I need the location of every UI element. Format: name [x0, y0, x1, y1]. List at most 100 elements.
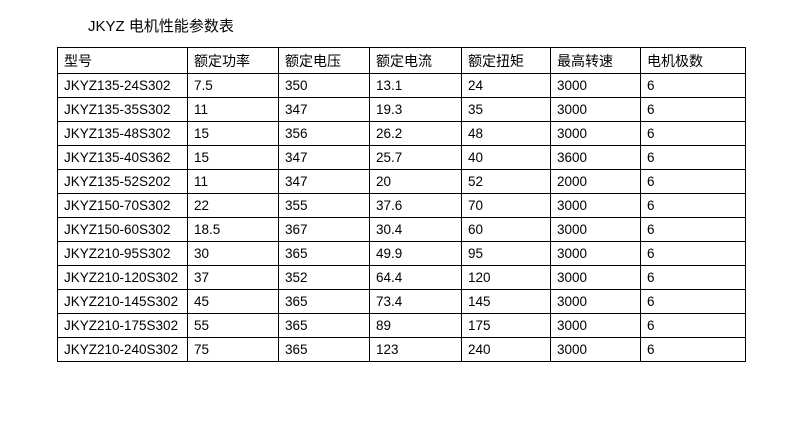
table-row: JKYZ210-240S302 75 365 123 240 3000 6	[57, 337, 746, 362]
column-header-model: 型号	[57, 47, 188, 74]
cell-pole-count: 6	[640, 97, 746, 122]
cell-rated-torque: 52	[461, 169, 551, 194]
cell-rated-torque: 240	[461, 337, 551, 362]
cell-rated-current: 89	[369, 313, 462, 338]
cell-rated-power: 37	[187, 265, 279, 290]
cell-model: JKYZ135-48S302	[57, 121, 188, 146]
cell-max-speed: 3000	[550, 289, 641, 314]
cell-rated-voltage: 352	[278, 265, 370, 290]
cell-rated-power: 7.5	[187, 73, 279, 98]
cell-rated-current: 19.3	[369, 97, 462, 122]
cell-rated-current: 37.6	[369, 193, 462, 218]
cell-pole-count: 6	[640, 169, 746, 194]
cell-model: JKYZ135-52S202	[57, 169, 188, 194]
page-title: JKYZ 电机性能参数表	[88, 18, 234, 35]
cell-model: JKYZ135-24S302	[57, 73, 188, 98]
cell-max-speed: 3000	[550, 313, 641, 338]
cell-rated-voltage: 365	[278, 313, 370, 338]
table-row: JKYZ150-60S302 18.5 367 30.4 60 3000 6	[57, 217, 746, 242]
cell-rated-current: 64.4	[369, 265, 462, 290]
cell-rated-power: 18.5	[187, 217, 279, 242]
cell-rated-voltage: 347	[278, 145, 370, 170]
table-row: JKYZ210-175S302 55 365 89 175 3000 6	[57, 313, 746, 338]
cell-max-speed: 3000	[550, 241, 641, 266]
cell-rated-torque: 35	[461, 97, 551, 122]
cell-max-speed: 3600	[550, 145, 641, 170]
cell-rated-power: 75	[187, 337, 279, 362]
cell-rated-voltage: 365	[278, 289, 370, 314]
cell-rated-power: 15	[187, 121, 279, 146]
cell-pole-count: 6	[640, 217, 746, 242]
cell-rated-power: 45	[187, 289, 279, 314]
cell-rated-voltage: 350	[278, 73, 370, 98]
cell-rated-torque: 120	[461, 265, 551, 290]
cell-rated-voltage: 355	[278, 193, 370, 218]
cell-pole-count: 6	[640, 313, 746, 338]
cell-rated-torque: 24	[461, 73, 551, 98]
cell-pole-count: 6	[640, 289, 746, 314]
cell-model: JKYZ210-175S302	[57, 313, 188, 338]
cell-model: JKYZ135-35S302	[57, 97, 188, 122]
cell-rated-power: 22	[187, 193, 279, 218]
column-header-pole-count: 电机极数	[640, 47, 746, 74]
column-header-rated-current: 额定电流	[369, 47, 462, 74]
cell-max-speed: 3000	[550, 337, 641, 362]
table-row: JKYZ135-40S362 15 347 25.7 40 3600 6	[57, 145, 746, 170]
header-row: 型号 额定功率 额定电压 额定电流 额定扭矩 最高转速 电机极数	[57, 47, 746, 74]
table-row: JKYZ135-52S202 11 347 20 52 2000 6	[57, 169, 746, 194]
cell-rated-power: 30	[187, 241, 279, 266]
cell-model: JKYZ150-70S302	[57, 193, 188, 218]
cell-rated-voltage: 347	[278, 169, 370, 194]
cell-model: JKYZ150-60S302	[57, 217, 188, 242]
cell-max-speed: 3000	[550, 121, 641, 146]
column-header-rated-torque: 额定扭矩	[461, 47, 551, 74]
column-header-max-speed: 最高转速	[550, 47, 641, 74]
cell-rated-torque: 40	[461, 145, 551, 170]
cell-rated-power: 15	[187, 145, 279, 170]
column-header-rated-voltage: 额定电压	[278, 47, 370, 74]
cell-rated-current: 13.1	[369, 73, 462, 98]
cell-rated-torque: 145	[461, 289, 551, 314]
cell-pole-count: 6	[640, 265, 746, 290]
cell-pole-count: 6	[640, 121, 746, 146]
cell-rated-current: 26.2	[369, 121, 462, 146]
motor-parameter-table: 型号 额定功率 额定电压 额定电流 额定扭矩 最高转速 电机极数 JKYZ135…	[57, 47, 746, 362]
cell-max-speed: 2000	[550, 169, 641, 194]
table-row: JKYZ150-70S302 22 355 37.6 70 3000 6	[57, 193, 746, 218]
cell-rated-torque: 175	[461, 313, 551, 338]
cell-rated-current: 20	[369, 169, 462, 194]
cell-rated-voltage: 365	[278, 241, 370, 266]
table-row: JKYZ210-145S302 45 365 73.4 145 3000 6	[57, 289, 746, 314]
cell-rated-voltage: 356	[278, 121, 370, 146]
cell-rated-voltage: 365	[278, 337, 370, 362]
cell-max-speed: 3000	[550, 217, 641, 242]
cell-rated-current: 25.7	[369, 145, 462, 170]
cell-model: JKYZ210-145S302	[57, 289, 188, 314]
cell-max-speed: 3000	[550, 265, 641, 290]
cell-rated-power: 55	[187, 313, 279, 338]
cell-max-speed: 3000	[550, 97, 641, 122]
cell-rated-power: 11	[187, 169, 279, 194]
cell-rated-voltage: 367	[278, 217, 370, 242]
cell-rated-current: 123	[369, 337, 462, 362]
cell-rated-torque: 95	[461, 241, 551, 266]
cell-pole-count: 6	[640, 241, 746, 266]
cell-rated-torque: 70	[461, 193, 551, 218]
table-row: JKYZ210-120S302 37 352 64.4 120 3000 6	[57, 265, 746, 290]
cell-model: JKYZ210-120S302	[57, 265, 188, 290]
cell-rated-voltage: 347	[278, 97, 370, 122]
cell-pole-count: 6	[640, 145, 746, 170]
table-row: JKYZ135-35S302 11 347 19.3 35 3000 6	[57, 97, 746, 122]
table-row: JKYZ210-95S302 30 365 49.9 95 3000 6	[57, 241, 746, 266]
cell-max-speed: 3000	[550, 193, 641, 218]
cell-rated-current: 30.4	[369, 217, 462, 242]
cell-pole-count: 6	[640, 73, 746, 98]
cell-rated-torque: 60	[461, 217, 551, 242]
table-row: JKYZ135-24S302 7.5 350 13.1 24 3000 6	[57, 73, 746, 98]
cell-rated-power: 11	[187, 97, 279, 122]
cell-max-speed: 3000	[550, 73, 641, 98]
table-row: JKYZ135-48S302 15 356 26.2 48 3000 6	[57, 121, 746, 146]
cell-model: JKYZ210-240S302	[57, 337, 188, 362]
cell-rated-current: 49.9	[369, 241, 462, 266]
